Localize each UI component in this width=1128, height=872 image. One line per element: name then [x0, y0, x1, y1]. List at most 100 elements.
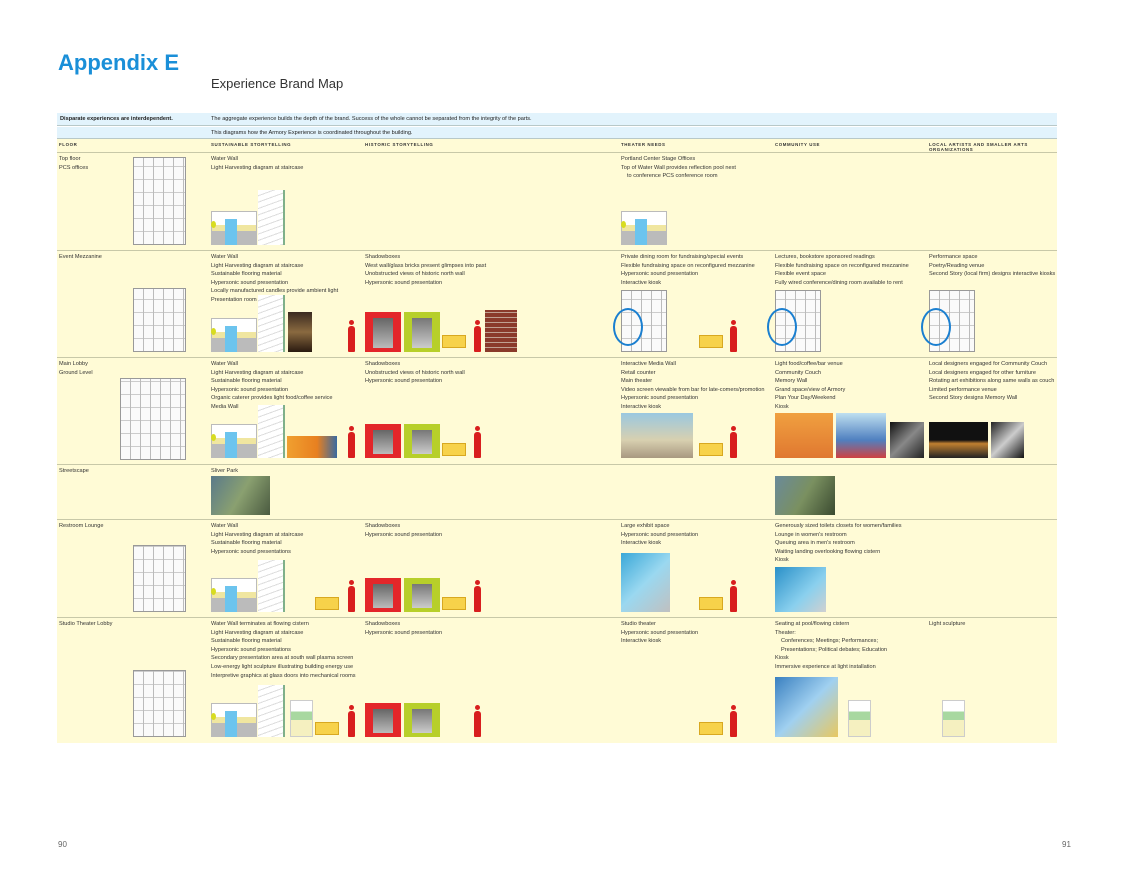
row-theater-text: Interactive kiosk — [621, 540, 662, 547]
sun-dot-icon — [211, 713, 216, 720]
person-figure-icon — [474, 705, 481, 737]
row-sustainable-text: Water Wall — [211, 523, 238, 529]
row-theater-text: Hypersonic sound presentation — [621, 531, 699, 538]
highlight-circle — [921, 308, 951, 346]
historic-photo — [288, 312, 312, 352]
shadowbox-green-inner — [412, 318, 432, 348]
shadowbox-red-inner — [373, 709, 393, 733]
shadowbox-red-inner — [373, 584, 393, 608]
shadowbox-red-inner — [373, 430, 393, 454]
row-theater-text: Flexible fundraising space on reconfigur… — [621, 262, 755, 269]
row-floor-text: Studio Theater Lobby — [59, 621, 113, 627]
floor-plan-image — [133, 157, 186, 245]
row-sustainable-text: Water Wall — [211, 156, 238, 162]
row-local-text: Rotating art exhibitions along same wall… — [929, 378, 1055, 385]
row-community-text: Light food/coffee/bar venue — [775, 361, 843, 367]
row-historic-text: West wall/glass bricks present glimpses … — [365, 262, 487, 269]
column-header: Local artists and smaller arts organizat… — [929, 142, 1028, 152]
kiosk-graphic — [442, 443, 466, 456]
light-harvest-diagram — [258, 560, 285, 612]
energy-graphic — [942, 700, 965, 737]
row-floor-text: Main Lobby — [59, 361, 88, 367]
sun-dot-icon — [211, 434, 216, 441]
page-number-right: 91 — [1062, 840, 1071, 849]
row-sustainable-text: Secondary presentation area at south wal… — [211, 655, 354, 662]
row-local-text: Poetry/Reading venue — [929, 262, 985, 269]
column-header: Community use — [775, 142, 821, 147]
person-figure-icon — [474, 580, 481, 612]
row-community-text: Kiosk — [775, 557, 789, 564]
row-sustainable-text: Sustainable flooring material — [211, 638, 282, 645]
row-theater-text: Portland Center Stage Offices — [621, 156, 696, 162]
row-sustainable-text: Sliver Park — [211, 468, 239, 474]
person-figure-icon — [474, 320, 481, 352]
person-figure-icon — [730, 426, 737, 458]
row-divider — [57, 152, 1057, 153]
lobby-rendering — [621, 413, 693, 458]
row-historic-text: Hypersonic sound presentation — [365, 378, 443, 385]
row-sustainable-text: Water Wall — [211, 361, 238, 367]
shadowbox-green-inner — [412, 709, 432, 733]
row-historic-text: Hypersonic sound presentation — [365, 629, 443, 636]
row-historic-text: Unobstructed views of historic north wal… — [365, 369, 465, 376]
row-sustainable-text: Low-energy light sculpture illustrating … — [211, 664, 354, 670]
row-community-text: Memory Wall — [775, 378, 808, 385]
row-local-text: Light sculpture — [929, 621, 966, 627]
row-divider — [57, 617, 1057, 618]
row-sustainable-text: Water Wall terminates at flowing cistern — [211, 621, 309, 627]
row-historic-text: Hypersonic sound presentation — [365, 279, 443, 286]
intro-line-1: The aggregate experience builds the dept… — [211, 116, 532, 122]
energy-graphic — [290, 700, 313, 737]
kiosk-graphic — [442, 335, 466, 348]
row-community-text: Flexible event space — [775, 271, 826, 278]
row-sustainable-text: Hypersonic sound presentations — [211, 646, 291, 653]
row-historic-text: Shadowboxes — [365, 361, 401, 367]
column-header: Sustainable storytelling — [211, 142, 292, 147]
row-sustainable-text: Organic caterer provides light food/coff… — [211, 395, 333, 402]
floor-plan-image — [133, 288, 186, 352]
row-community-text: Theater: — [775, 629, 796, 636]
row-sustainable-text: Light Harvesting diagram at staircase — [211, 164, 304, 171]
person-figure-icon — [474, 426, 481, 458]
row-sustainable-text: Hypersonic sound presentation — [211, 279, 289, 286]
row-historic-text: Shadowboxes — [365, 621, 401, 627]
row-divider — [57, 519, 1057, 520]
sliver-park-photo — [211, 476, 270, 515]
kiosk-graphic — [699, 335, 723, 348]
row-sustainable-text: Presentation room — [211, 297, 257, 303]
row-community-text: Flexible fundraising space on reconfigur… — [775, 262, 909, 269]
cistern-rendering — [775, 567, 826, 612]
row-sustainable-text: Sustainable flooring material — [211, 271, 282, 278]
kiosk-graphic — [315, 722, 339, 735]
sun-dot-icon — [211, 328, 216, 335]
row-sustainable-text: Light Harvesting diagram at staircase — [211, 629, 304, 636]
row-community-text: Plan Your Day/Weekend — [775, 395, 836, 402]
person-figure-icon — [348, 580, 355, 612]
row-community-text: Generously sized toilets closets for wom… — [775, 523, 902, 529]
shadowbox-green-inner — [412, 430, 432, 454]
kiosk-graphic — [315, 597, 339, 610]
row-divider — [57, 464, 1057, 465]
row-sustainable-text: Water Wall — [211, 254, 238, 260]
person-figure-icon — [348, 320, 355, 352]
row-theater-text: Studio theater — [621, 621, 656, 627]
sun-dot-icon — [621, 221, 626, 228]
highlight-circle — [767, 308, 797, 346]
row-floor-text: Top floor — [59, 156, 81, 162]
row-community-text: Kiosk — [775, 655, 789, 662]
row-community-text: Fully wired conference/dining room avail… — [775, 279, 903, 286]
row-theater-text: Hypersonic sound presentation — [621, 395, 699, 402]
shadowbox-green-inner — [412, 584, 432, 608]
row-historic-text: Unobstructed views of historic north wal… — [365, 271, 465, 278]
column-header: Theater needs — [621, 142, 666, 147]
water-wall-icon — [225, 219, 237, 245]
energy-graphic — [848, 700, 871, 737]
row-theater-text: Hypersonic sound presentation — [621, 629, 699, 636]
person-figure-icon — [348, 426, 355, 458]
intro-band-1: Disparate experiences are interdependent… — [57, 113, 1057, 126]
water-wall-icon — [225, 326, 237, 352]
row-local-text: Performance space — [929, 254, 978, 260]
brand-map-table: Floor Sustainable storytelling Historic st… — [57, 139, 1057, 743]
kiosk-graphic — [699, 722, 723, 735]
row-local-text: Local designers engaged for Community Co… — [929, 361, 1048, 367]
